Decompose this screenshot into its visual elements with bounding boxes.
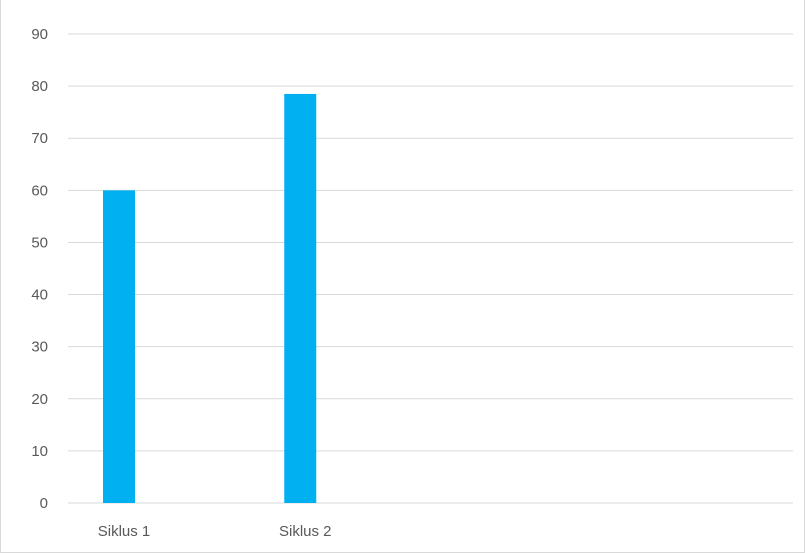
y-tick-label: 20: [31, 391, 48, 408]
y-tick-label: 50: [31, 234, 48, 251]
y-tick-label: 40: [31, 287, 48, 304]
y-tick-label: 80: [31, 78, 48, 95]
y-tick-label: 10: [31, 443, 48, 460]
bar-siklus-2: [284, 93, 317, 503]
y-axis-tick-labels: 0 10 20 30 40 50 60 70 80 90: [31, 26, 48, 512]
y-tick-label: 30: [31, 339, 48, 356]
x-axis-category-labels: Siklus 1 Siklus 2: [98, 523, 332, 540]
bars: [103, 93, 317, 504]
bar-siklus-1: [103, 190, 135, 504]
y-tick-label: 70: [31, 130, 48, 147]
y-tick-label: 0: [40, 495, 48, 512]
y-tick-label: 60: [31, 182, 48, 199]
x-category-label: Siklus 2: [279, 523, 332, 540]
gridlines: [68, 33, 793, 504]
y-tick-label: 90: [31, 26, 48, 43]
x-category-label: Siklus 1: [98, 523, 151, 540]
